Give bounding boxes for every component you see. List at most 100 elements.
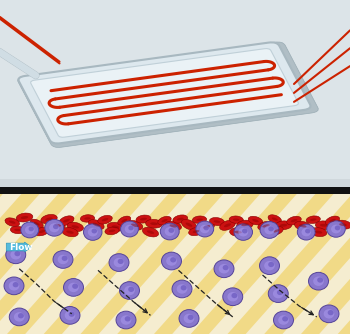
Ellipse shape bbox=[268, 215, 281, 223]
Ellipse shape bbox=[165, 221, 181, 230]
Circle shape bbox=[124, 286, 135, 295]
Ellipse shape bbox=[30, 219, 43, 228]
Circle shape bbox=[268, 226, 274, 231]
Circle shape bbox=[234, 224, 252, 240]
Circle shape bbox=[274, 311, 293, 329]
Circle shape bbox=[238, 228, 248, 236]
FancyArrow shape bbox=[6, 242, 32, 252]
Polygon shape bbox=[154, 193, 298, 334]
Circle shape bbox=[335, 225, 340, 230]
Circle shape bbox=[282, 316, 288, 322]
Ellipse shape bbox=[127, 220, 143, 230]
Circle shape bbox=[328, 310, 334, 315]
Ellipse shape bbox=[291, 219, 297, 222]
Circle shape bbox=[49, 223, 59, 232]
Circle shape bbox=[10, 250, 21, 260]
Ellipse shape bbox=[62, 227, 78, 237]
Ellipse shape bbox=[98, 215, 112, 224]
Ellipse shape bbox=[339, 223, 347, 226]
Ellipse shape bbox=[107, 222, 124, 231]
Ellipse shape bbox=[102, 218, 108, 221]
Circle shape bbox=[297, 224, 315, 240]
Circle shape bbox=[268, 285, 288, 303]
Circle shape bbox=[91, 228, 97, 233]
Circle shape bbox=[29, 226, 34, 231]
Circle shape bbox=[125, 225, 134, 233]
Ellipse shape bbox=[198, 222, 215, 232]
Ellipse shape bbox=[329, 219, 336, 222]
Ellipse shape bbox=[10, 226, 25, 234]
Circle shape bbox=[72, 284, 78, 289]
Circle shape bbox=[278, 315, 289, 325]
Ellipse shape bbox=[93, 223, 100, 226]
Ellipse shape bbox=[84, 217, 91, 220]
Ellipse shape bbox=[67, 222, 83, 231]
FancyBboxPatch shape bbox=[30, 48, 299, 137]
Ellipse shape bbox=[147, 230, 154, 234]
Ellipse shape bbox=[59, 216, 74, 225]
FancyBboxPatch shape bbox=[19, 42, 310, 144]
Circle shape bbox=[69, 312, 75, 317]
Ellipse shape bbox=[186, 222, 192, 227]
Ellipse shape bbox=[210, 217, 224, 225]
Circle shape bbox=[331, 225, 341, 233]
Circle shape bbox=[214, 260, 234, 278]
Ellipse shape bbox=[181, 219, 197, 230]
Ellipse shape bbox=[142, 227, 159, 237]
Circle shape bbox=[64, 279, 83, 296]
Circle shape bbox=[4, 277, 24, 295]
Circle shape bbox=[277, 290, 283, 295]
Circle shape bbox=[309, 272, 329, 290]
Ellipse shape bbox=[161, 219, 168, 222]
Circle shape bbox=[200, 225, 210, 233]
Ellipse shape bbox=[63, 219, 70, 222]
Ellipse shape bbox=[335, 220, 350, 229]
Ellipse shape bbox=[229, 216, 243, 223]
Ellipse shape bbox=[273, 229, 280, 232]
Ellipse shape bbox=[230, 228, 246, 236]
Circle shape bbox=[128, 287, 134, 292]
Polygon shape bbox=[191, 193, 335, 334]
Circle shape bbox=[327, 221, 345, 237]
Circle shape bbox=[170, 257, 176, 263]
Circle shape bbox=[313, 277, 324, 286]
Ellipse shape bbox=[109, 229, 115, 232]
Circle shape bbox=[268, 262, 274, 267]
Circle shape bbox=[219, 264, 229, 274]
Ellipse shape bbox=[275, 221, 292, 230]
Ellipse shape bbox=[71, 225, 79, 228]
Ellipse shape bbox=[41, 214, 57, 224]
Polygon shape bbox=[228, 193, 350, 334]
Circle shape bbox=[196, 221, 214, 237]
Ellipse shape bbox=[270, 226, 283, 235]
Circle shape bbox=[181, 285, 187, 291]
Circle shape bbox=[53, 250, 73, 268]
Ellipse shape bbox=[189, 227, 203, 236]
Ellipse shape bbox=[306, 216, 320, 223]
Ellipse shape bbox=[34, 222, 40, 225]
Circle shape bbox=[301, 228, 311, 236]
Circle shape bbox=[21, 222, 38, 238]
Ellipse shape bbox=[258, 221, 274, 230]
Ellipse shape bbox=[272, 217, 278, 221]
Ellipse shape bbox=[241, 223, 249, 226]
Ellipse shape bbox=[315, 221, 332, 230]
Ellipse shape bbox=[214, 220, 220, 223]
Polygon shape bbox=[7, 193, 151, 334]
Circle shape bbox=[223, 288, 243, 306]
Circle shape bbox=[109, 254, 129, 272]
Circle shape bbox=[9, 308, 29, 326]
Ellipse shape bbox=[299, 224, 307, 227]
Circle shape bbox=[168, 228, 174, 233]
Circle shape bbox=[184, 314, 194, 323]
Polygon shape bbox=[0, 193, 77, 334]
FancyBboxPatch shape bbox=[18, 42, 318, 147]
Ellipse shape bbox=[105, 227, 119, 235]
Ellipse shape bbox=[39, 230, 45, 233]
Ellipse shape bbox=[169, 224, 177, 227]
Circle shape bbox=[305, 229, 310, 233]
Circle shape bbox=[62, 256, 68, 261]
Circle shape bbox=[172, 280, 192, 298]
Bar bbox=[0, 187, 350, 194]
Circle shape bbox=[25, 226, 35, 234]
